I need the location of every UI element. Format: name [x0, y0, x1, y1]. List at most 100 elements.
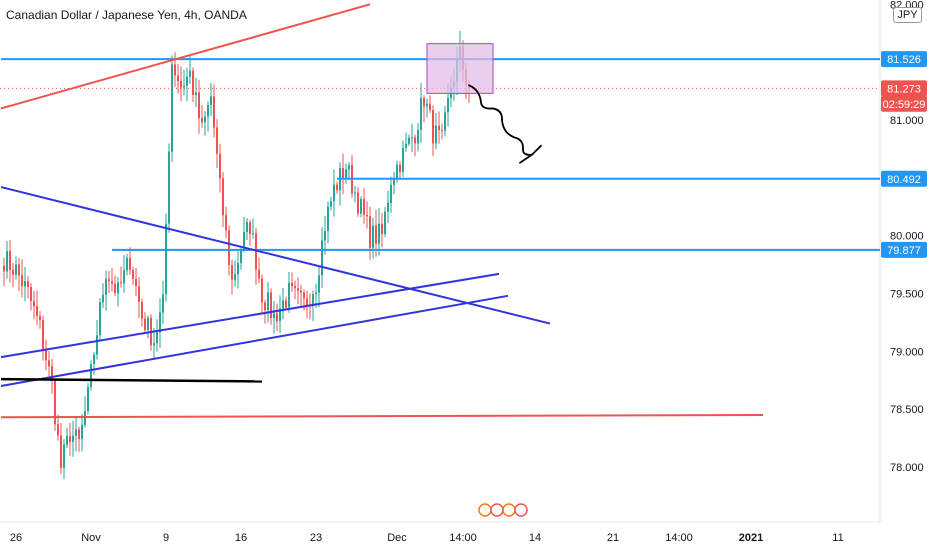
- candle-body: [48, 360, 50, 367]
- candle-body: [414, 137, 416, 144]
- candle-body: [234, 274, 236, 280]
- candle-body: [192, 70, 194, 95]
- x-tick-label: 14:00: [449, 532, 477, 544]
- candle-body: [348, 164, 350, 170]
- candle-body: [243, 232, 245, 250]
- candle-body: [30, 287, 32, 302]
- candle-body: [228, 230, 230, 266]
- candle-body: [108, 279, 110, 282]
- x-tick-label: 11: [832, 532, 843, 544]
- candle-body: [219, 153, 221, 179]
- candle-body: [258, 269, 260, 279]
- candle-body: [240, 249, 242, 264]
- y-tick-label: 79.000: [890, 346, 924, 358]
- candle-body: [411, 137, 413, 139]
- price-label-box: [881, 80, 927, 97]
- candle-body: [81, 424, 83, 440]
- highlight-box: [426, 43, 494, 94]
- candle-body: [435, 125, 437, 144]
- candle-body: [147, 317, 149, 331]
- candle-body: [312, 294, 314, 306]
- candle-body: [174, 64, 176, 76]
- y-tick-label: 78.500: [890, 404, 924, 416]
- candle-body: [129, 257, 131, 271]
- y-tick-label: 81.000: [890, 115, 924, 127]
- candle-body: [12, 269, 14, 275]
- candle-body: [51, 366, 53, 381]
- candle-body: [417, 129, 419, 144]
- candle-body: [273, 313, 275, 318]
- candle-body: [27, 281, 29, 288]
- candle-body: [186, 76, 188, 86]
- candle-body: [156, 332, 158, 344]
- candle-body: [354, 192, 356, 194]
- blue-ascending-trend-upper: [0, 272, 500, 359]
- candle-body: [222, 178, 224, 216]
- candle-body: [375, 225, 377, 244]
- candle-body: [399, 164, 401, 172]
- candle-body: [99, 302, 101, 336]
- currency-badge[interactable]: JPY: [893, 7, 922, 23]
- candle-body: [126, 257, 128, 271]
- candle-body: [390, 184, 392, 204]
- candle-body: [267, 292, 269, 311]
- candle-body: [300, 290, 302, 293]
- y-tick-label: 78.000: [890, 462, 924, 474]
- candle-body: [366, 214, 368, 217]
- candle-body: [288, 282, 290, 308]
- candle-body: [39, 316, 41, 321]
- candle-body: [135, 279, 137, 287]
- candle-body: [93, 354, 95, 365]
- candle-body: [198, 92, 200, 119]
- x-tick-label: 14: [529, 532, 541, 544]
- candle-body: [90, 364, 92, 388]
- price-label-box: [881, 51, 927, 68]
- candle-body: [438, 125, 440, 131]
- x-tick-label: 21: [607, 532, 619, 544]
- x-tick-label: 23: [310, 532, 322, 544]
- red-horizontal-support: [0, 413, 764, 419]
- blue-ascending-trend-lower: [0, 294, 509, 388]
- candle-body: [387, 203, 389, 212]
- candle-body: [177, 75, 179, 82]
- price-label-box: [881, 170, 927, 187]
- candle-body: [183, 85, 185, 88]
- candle-body: [57, 424, 59, 436]
- event-marker-icon: [514, 503, 528, 517]
- candle-body: [96, 335, 98, 355]
- candle-body: [291, 282, 293, 287]
- candle-body: [372, 225, 374, 248]
- candle-body: [207, 105, 209, 117]
- candle-body: [285, 300, 287, 308]
- candle-body: [153, 343, 155, 346]
- candle-body: [363, 199, 365, 215]
- candle-body: [18, 264, 20, 276]
- candle-body: [36, 306, 38, 317]
- candle-body: [72, 435, 74, 442]
- candle-body: [132, 270, 134, 280]
- candle-body: [162, 294, 164, 313]
- candle-body: [303, 292, 305, 299]
- candle-body: [405, 143, 407, 148]
- candle-body: [114, 283, 116, 293]
- candle-body: [306, 298, 308, 305]
- candle-body: [54, 380, 56, 425]
- candle-body: [429, 103, 431, 110]
- candle-body: [321, 240, 323, 276]
- candle-body: [123, 270, 125, 284]
- candle-body: [225, 215, 227, 231]
- candle-body: [45, 349, 47, 361]
- candle-body: [204, 116, 206, 123]
- x-tick-label: 14:00: [665, 532, 693, 544]
- candle-body: [381, 223, 383, 235]
- blue-descending-trend: [0, 186, 551, 325]
- candle-body: [246, 222, 248, 233]
- candle-body: [60, 435, 62, 468]
- candle-body: [297, 288, 299, 291]
- price-label-text: 80.492: [887, 174, 921, 186]
- x-tick-label: 2021: [739, 532, 763, 544]
- candle-body: [171, 64, 173, 152]
- candle-body: [393, 179, 395, 185]
- candle-body: [117, 282, 119, 293]
